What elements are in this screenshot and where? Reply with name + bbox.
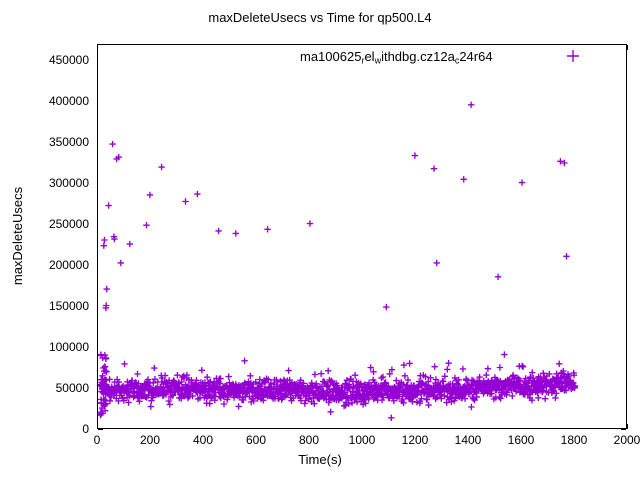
y-tick-mark [98, 429, 103, 430]
y-tick-label: 200000 [48, 258, 89, 272]
legend-key-plus-icon [563, 47, 583, 65]
y-tick-label: 400000 [48, 94, 89, 108]
y-tick-label: 0 [82, 422, 89, 436]
x-tick-label: 2000 [613, 433, 640, 447]
legend-series-label: ma100625relwithdbg.cz12ac24r64 [300, 48, 493, 66]
x-tick-label: 800 [298, 433, 320, 447]
scatter-marker-group [98, 101, 579, 421]
plot-frame [97, 44, 627, 429]
legend: ma100625relwithdbg.cz12ac24r64 [300, 46, 493, 66]
x-tick-label: 1200 [401, 433, 429, 447]
x-tick-label: 200 [139, 433, 161, 447]
chart-title: maxDeleteUsecs vs Time for qp500.L4 [208, 10, 432, 25]
plot-data-area [98, 45, 626, 428]
y-tick-label: 100000 [48, 340, 89, 354]
x-tick-label: 1400 [454, 433, 482, 447]
y-tick-label: 150000 [48, 299, 89, 313]
x-tick-label: 1000 [348, 433, 376, 447]
y-tick-label: 450000 [48, 53, 89, 67]
y-tick-label: 350000 [48, 135, 89, 149]
y-tick-label: 250000 [48, 217, 89, 231]
y-tick-label: 300000 [48, 176, 89, 190]
y-tick-mark [621, 429, 626, 430]
x-tick-label: 0 [93, 433, 101, 447]
x-tick-label: 400 [192, 433, 214, 447]
scatter-points-layer [98, 101, 579, 421]
x-tick-label: 1800 [560, 433, 588, 447]
x-tick-mark [627, 45, 628, 50]
x-axis-title: Time(s) [298, 452, 342, 467]
x-tick-label: 600 [245, 433, 267, 447]
y-tick-label: 50000 [55, 381, 89, 395]
x-tick-mark [627, 424, 628, 429]
x-tick-label: 1600 [507, 433, 535, 447]
